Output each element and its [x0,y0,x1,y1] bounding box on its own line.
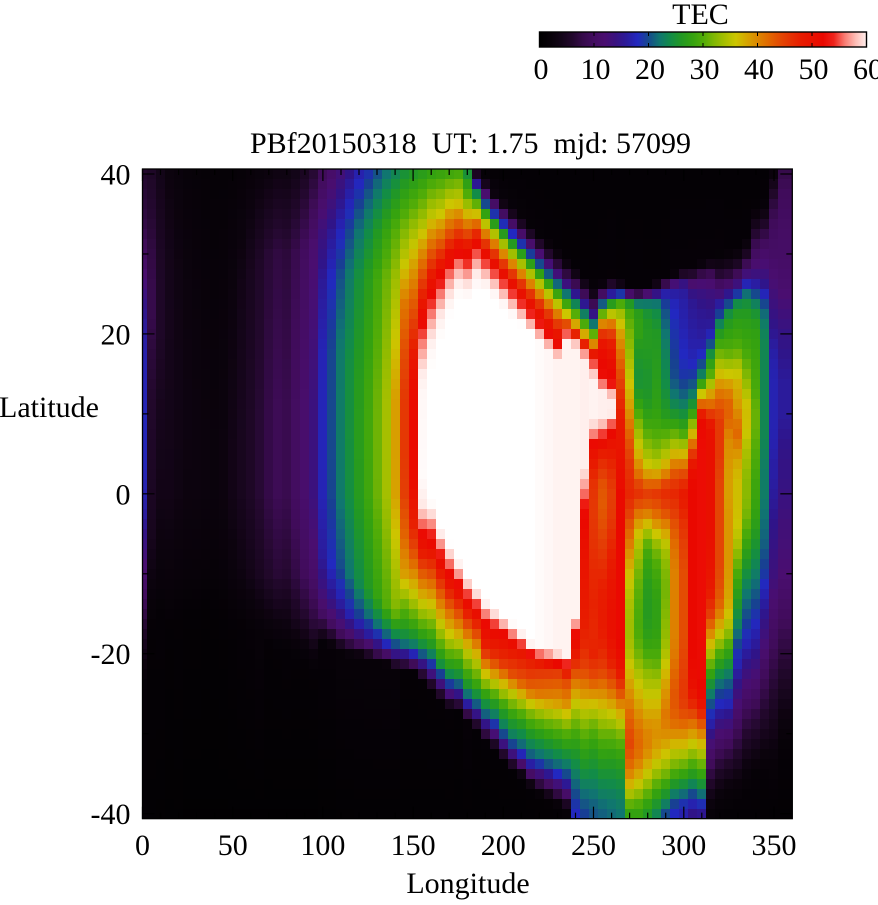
svg-text:60: 60 [853,53,878,86]
svg-text:250: 250 [571,829,616,862]
svg-text:30: 30 [690,53,720,86]
svg-text:PBf20150318 UT: 1.75 mjd: 57: PBf20150318 UT: 1.75 mjd: 57099 [250,127,691,160]
svg-text:10: 10 [581,53,611,86]
svg-text:0: 0 [116,478,131,511]
svg-text:Longitude: Longitude [406,867,529,900]
svg-text:150: 150 [391,829,436,862]
svg-text:20: 20 [101,318,131,351]
svg-text:-40: -40 [91,798,131,831]
svg-text:40: 40 [744,53,774,86]
svg-text:20: 20 [635,53,665,86]
svg-text:0: 0 [534,53,549,86]
svg-text:100: 100 [300,829,345,862]
svg-text:300: 300 [661,829,706,862]
svg-text:50: 50 [218,829,248,862]
svg-text:-20: -20 [91,638,131,671]
svg-text:0: 0 [135,829,150,862]
svg-text:TEC: TEC [672,0,729,31]
svg-text:50: 50 [799,53,829,86]
svg-text:200: 200 [481,829,526,862]
svg-text:350: 350 [752,829,797,862]
svg-text:Latitude: Latitude [0,391,99,424]
svg-text:40: 40 [101,159,131,192]
